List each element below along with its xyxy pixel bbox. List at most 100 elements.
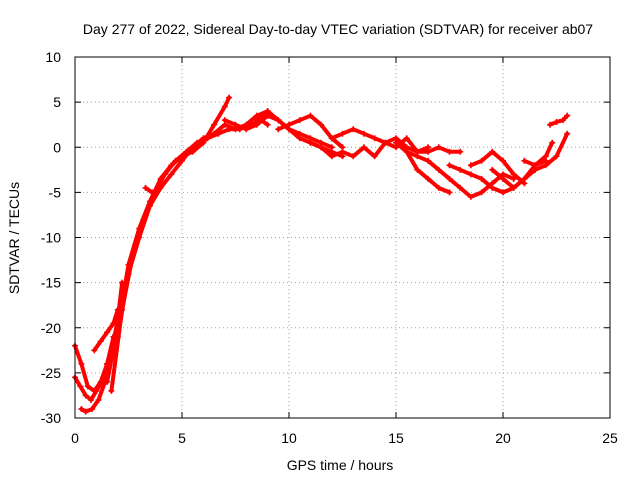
data-point bbox=[77, 383, 84, 390]
data-point bbox=[328, 135, 335, 142]
data-point bbox=[211, 130, 218, 137]
data-point bbox=[221, 103, 228, 110]
data-point bbox=[446, 148, 453, 155]
data-point bbox=[275, 126, 282, 133]
data-point bbox=[435, 184, 442, 191]
data-point bbox=[393, 139, 399, 146]
data-point bbox=[82, 408, 89, 415]
y-tick-label: -15 bbox=[41, 275, 61, 291]
data-point bbox=[446, 175, 453, 182]
x-tick-label: 5 bbox=[178, 430, 186, 446]
data-point bbox=[307, 112, 314, 119]
data-point bbox=[549, 139, 556, 146]
data-point bbox=[149, 189, 156, 196]
data-point bbox=[350, 153, 357, 160]
data-point bbox=[564, 130, 571, 137]
data-point bbox=[467, 171, 474, 178]
data-point bbox=[360, 130, 367, 137]
data-point bbox=[168, 171, 175, 178]
data-point bbox=[110, 320, 117, 327]
data-point bbox=[489, 184, 496, 191]
data-point bbox=[95, 396, 102, 403]
chart-title: Day 277 of 2022, Sidereal Day-to-day VTE… bbox=[83, 21, 593, 37]
data-point bbox=[457, 166, 464, 173]
data-point bbox=[84, 383, 91, 390]
data-point bbox=[467, 162, 474, 169]
data-point bbox=[521, 175, 528, 182]
data-point bbox=[89, 405, 96, 412]
data-point bbox=[510, 184, 517, 191]
x-tick-label: 20 bbox=[495, 430, 511, 446]
data-point bbox=[403, 135, 410, 142]
data-point bbox=[200, 135, 207, 142]
x-tick-label: 10 bbox=[281, 430, 297, 446]
y-tick-label: -5 bbox=[49, 184, 62, 200]
data-point bbox=[446, 162, 453, 169]
data-point bbox=[371, 153, 378, 160]
data-track bbox=[522, 140, 555, 168]
data-point bbox=[350, 126, 357, 133]
data-track bbox=[548, 113, 570, 127]
data-point bbox=[457, 184, 464, 191]
data-point bbox=[93, 387, 100, 394]
data-point bbox=[457, 148, 464, 155]
grid-layer bbox=[75, 57, 610, 418]
data-point bbox=[478, 175, 485, 182]
data-point bbox=[307, 139, 314, 146]
data-point bbox=[78, 360, 85, 367]
data-point bbox=[564, 112, 571, 119]
data-point bbox=[226, 94, 233, 101]
data-point bbox=[500, 189, 506, 196]
data-point bbox=[532, 162, 539, 169]
data-track bbox=[329, 127, 431, 154]
data-track bbox=[394, 140, 452, 195]
data-point bbox=[211, 121, 218, 128]
data-point bbox=[500, 175, 506, 182]
data-point bbox=[157, 184, 164, 191]
tick-layer: 0 5 10 15 20 25 -30 -25 -20 -15 -10 -5 0 5 10 bbox=[41, 49, 618, 446]
data-point bbox=[253, 117, 260, 124]
data-point bbox=[489, 166, 496, 173]
data-track bbox=[468, 149, 527, 186]
data-point bbox=[547, 121, 554, 128]
y-tick-label: -25 bbox=[41, 365, 61, 381]
data-point bbox=[542, 153, 549, 160]
data-point bbox=[339, 148, 346, 155]
data-point bbox=[446, 189, 453, 196]
data-point bbox=[125, 270, 132, 277]
data-point bbox=[414, 166, 421, 173]
data-point bbox=[142, 184, 149, 191]
data-point bbox=[559, 117, 566, 124]
data-point bbox=[425, 175, 432, 182]
y-tick-label: 5 bbox=[53, 94, 61, 110]
data-point bbox=[489, 148, 496, 155]
data-point bbox=[88, 396, 95, 403]
data-point bbox=[243, 126, 250, 133]
data-point bbox=[275, 117, 282, 124]
data-track bbox=[533, 131, 570, 172]
data-point bbox=[161, 171, 168, 178]
y-tick-label: -10 bbox=[41, 230, 61, 246]
data-point bbox=[371, 135, 378, 142]
data-point bbox=[108, 387, 115, 394]
data-point bbox=[425, 157, 432, 164]
data-point bbox=[104, 378, 111, 385]
data-point bbox=[146, 202, 153, 209]
data-point bbox=[318, 121, 325, 128]
data-point bbox=[78, 405, 85, 412]
data-point bbox=[189, 144, 196, 151]
data-point bbox=[521, 157, 528, 164]
x-axis-label: GPS time / hours bbox=[287, 457, 394, 473]
data-point bbox=[478, 189, 485, 196]
data-point bbox=[542, 162, 549, 169]
data-point bbox=[179, 157, 185, 164]
data-point bbox=[172, 157, 179, 164]
data-point bbox=[136, 234, 143, 241]
data-point bbox=[360, 144, 367, 151]
data-point bbox=[553, 153, 560, 160]
data-point bbox=[318, 144, 325, 151]
data-layer bbox=[72, 94, 571, 415]
y-tick-label: -20 bbox=[41, 320, 61, 336]
